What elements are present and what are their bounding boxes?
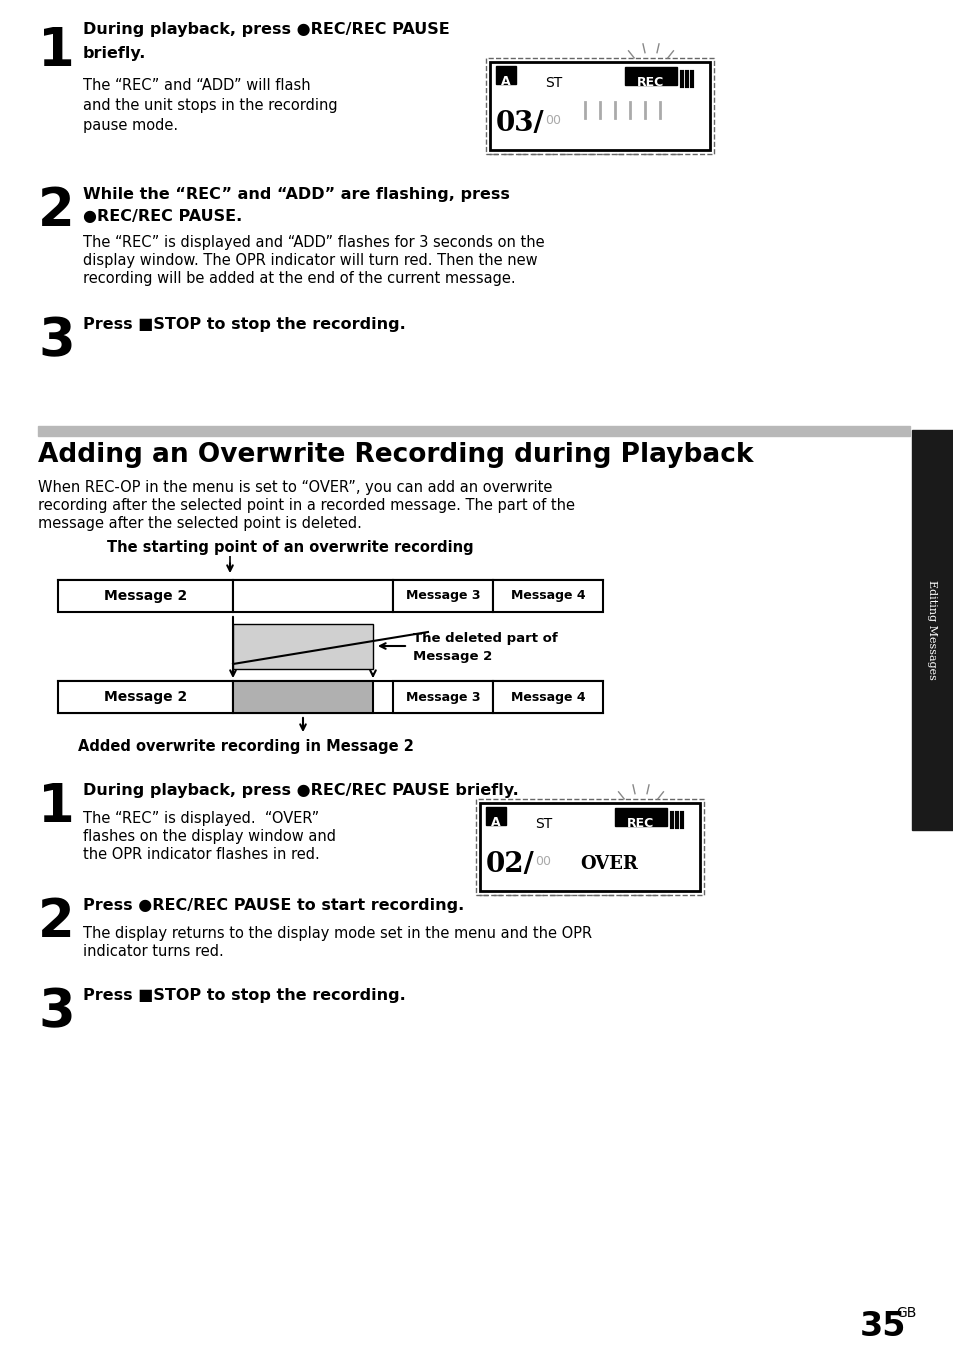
Text: 00: 00: [535, 855, 551, 868]
Text: message after the selected point is deleted.: message after the selected point is dele…: [38, 516, 361, 531]
Text: Added overwrite recording in Message 2: Added overwrite recording in Message 2: [78, 738, 414, 755]
Text: the OPR indicator flashes in red.: the OPR indicator flashes in red.: [83, 847, 319, 862]
Text: The “REC” is displayed and “ADD” flashes for 3 seconds on the: The “REC” is displayed and “ADD” flashes…: [83, 235, 544, 250]
Text: A: A: [491, 816, 500, 829]
Text: OVER: OVER: [579, 855, 638, 873]
Bar: [233, 624, 373, 668]
Text: Message 3: Message 3: [405, 589, 479, 603]
Text: GB: GB: [895, 1306, 916, 1319]
Text: recording will be added at the end of the current message.: recording will be added at the end of th…: [83, 270, 515, 286]
Text: 1: 1: [38, 781, 74, 833]
Text: 02/: 02/: [485, 851, 535, 878]
Text: During playback, press ●REC/REC PAUSE briefly.: During playback, press ●REC/REC PAUSE br…: [83, 783, 518, 798]
Bar: [38, 426, 909, 436]
Text: Press ●REC/REC PAUSE to start recording.: Press ●REC/REC PAUSE to start recording.: [83, 898, 464, 913]
Text: Press ■STOP to stop the recording.: Press ■STOP to stop the recording.: [83, 989, 405, 1003]
Text: and the unit stops in the recording: and the unit stops in the recording: [83, 98, 337, 113]
Bar: [624, 67, 677, 85]
Bar: [493, 681, 602, 713]
Bar: [476, 799, 703, 894]
Text: Message 2: Message 2: [104, 589, 187, 603]
Text: 00: 00: [544, 114, 560, 126]
Text: When REC-OP in the menu is set to “OVER”, you can add an overwrite: When REC-OP in the menu is set to “OVER”…: [38, 480, 552, 495]
Bar: [58, 681, 233, 713]
Text: pause mode.: pause mode.: [83, 118, 178, 133]
Bar: [485, 807, 505, 824]
Text: ST: ST: [544, 77, 561, 90]
Text: Message 2: Message 2: [413, 650, 492, 663]
Text: 03/: 03/: [496, 110, 544, 137]
Bar: [911, 430, 953, 830]
Bar: [615, 808, 666, 826]
Text: Adding an Overwrite Recording during Playback: Adding an Overwrite Recording during Pla…: [38, 443, 753, 468]
Text: 3: 3: [38, 315, 74, 367]
Text: Press ■STOP to stop the recording.: Press ■STOP to stop the recording.: [83, 317, 405, 332]
Text: Message 4: Message 4: [510, 690, 585, 703]
Bar: [493, 580, 602, 612]
Text: During playback, press ●REC/REC PAUSE: During playback, press ●REC/REC PAUSE: [83, 22, 449, 38]
Text: The display returns to the display mode set in the menu and the OPR: The display returns to the display mode …: [83, 925, 592, 941]
Text: Editing Messages: Editing Messages: [926, 580, 936, 681]
Text: indicator turns red.: indicator turns red.: [83, 944, 224, 959]
Text: 35: 35: [859, 1310, 905, 1344]
Text: Message 4: Message 4: [510, 589, 585, 603]
Bar: [479, 803, 700, 890]
Text: 2: 2: [38, 896, 74, 948]
Bar: [496, 66, 516, 83]
Text: Message 2: Message 2: [104, 690, 187, 703]
Text: The “REC” is displayed.  “OVER”: The “REC” is displayed. “OVER”: [83, 811, 319, 826]
Text: 2: 2: [38, 186, 74, 237]
Text: REC: REC: [637, 77, 664, 89]
Text: 3: 3: [38, 986, 74, 1038]
Text: A: A: [500, 75, 510, 87]
Bar: [393, 580, 493, 612]
Text: 1: 1: [38, 26, 74, 77]
Bar: [233, 681, 373, 713]
Text: REC: REC: [627, 816, 654, 830]
Text: display window. The OPR indicator will turn red. Then the new: display window. The OPR indicator will t…: [83, 253, 537, 268]
Text: briefly.: briefly.: [83, 46, 146, 61]
Bar: [490, 62, 709, 151]
Text: ●REC/REC PAUSE.: ●REC/REC PAUSE.: [83, 208, 242, 225]
Bar: [909, 0, 953, 1345]
Text: The “REC” and “ADD” will flash: The “REC” and “ADD” will flash: [83, 78, 311, 93]
Text: The deleted part of: The deleted part of: [413, 632, 558, 646]
Text: recording after the selected point in a recorded message. The part of the: recording after the selected point in a …: [38, 498, 575, 512]
Bar: [485, 58, 713, 153]
Bar: [393, 681, 493, 713]
Text: The starting point of an overwrite recording: The starting point of an overwrite recor…: [107, 539, 473, 555]
Bar: [58, 580, 233, 612]
Text: ST: ST: [535, 816, 552, 831]
Bar: [233, 580, 393, 612]
Text: flashes on the display window and: flashes on the display window and: [83, 829, 335, 845]
Text: Message 3: Message 3: [405, 690, 479, 703]
Text: While the “REC” and “ADD” are flashing, press: While the “REC” and “ADD” are flashing, …: [83, 187, 509, 202]
